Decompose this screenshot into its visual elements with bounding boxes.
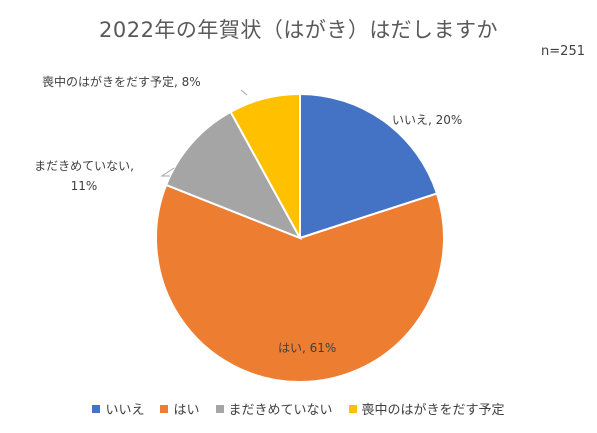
data-label-hai: はい, 61%	[278, 341, 336, 355]
legend-item-iie: いいえ	[92, 399, 144, 418]
slice-iie	[299, 92, 439, 240]
data-label-undecided: まだきめていない, 11%	[34, 159, 134, 193]
legend-swatch	[348, 404, 357, 413]
leader-line-mourning	[240, 89, 248, 96]
legend-swatch	[92, 404, 101, 413]
legend-label: はい	[173, 403, 200, 418]
data-label-iie: いいえ, 20%	[392, 113, 462, 127]
legend-swatch	[215, 404, 224, 413]
chart-legend: いいえ はい まだきめていない 喪中のはがきをだす予定	[0, 399, 597, 418]
slice-hai	[155, 183, 445, 383]
legend-label: まだきめていない	[228, 403, 333, 418]
sample-size-note: n=251	[541, 44, 585, 59]
legend-item-hai: はい	[160, 399, 200, 418]
slice-mourning	[229, 92, 301, 239]
data-label-mourning: 喪中のはがきをだす予定, 8%	[42, 74, 201, 89]
legend-label: 喪中のはがきをだす予定	[361, 403, 505, 418]
leader-line-undecided	[160, 167, 175, 177]
slice-undecided	[164, 110, 303, 240]
chart-title: 2022年の年賀状（はがき）はだしますか	[98, 18, 499, 42]
legend-label: いいえ	[105, 403, 145, 418]
legend-item-mourning: 喪中のはがきをだす予定	[348, 399, 505, 418]
legend-item-undecided: まだきめていない	[215, 399, 333, 418]
legend-swatch	[160, 404, 169, 413]
